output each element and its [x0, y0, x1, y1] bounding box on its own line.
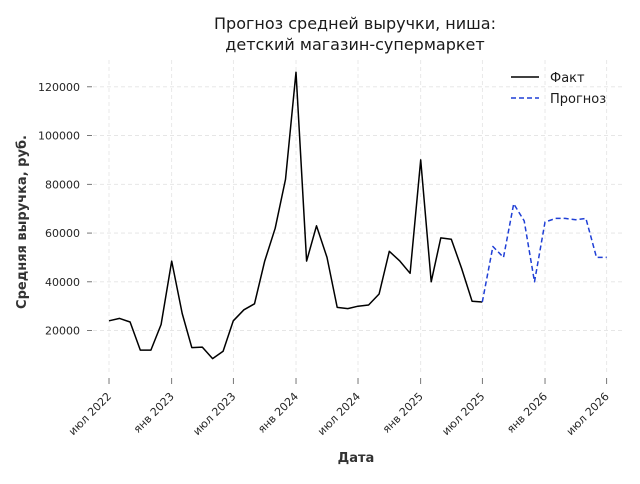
x-tick-label: июл 2024 [315, 390, 363, 438]
x-tick-label: июл 2025 [439, 390, 487, 438]
y-tick-label: 40000 [45, 276, 80, 289]
series-line-fact [108, 71, 483, 360]
x-tick-label: июл 2022 [66, 390, 114, 438]
x-tick-label: янв 2025 [380, 390, 426, 436]
chart-title-line-2: детский магазин-супермаркет [225, 35, 484, 54]
grid-lines [93, 60, 622, 372]
x-tick-label: июл 2026 [564, 390, 612, 438]
x-axis-ticks: июл 2022 янв 2023 июл 2023 янв 2024 июл 2024… [66, 378, 612, 438]
x-tick-label: янв 2023 [131, 390, 177, 436]
y-tick-label: 80000 [45, 178, 80, 191]
chart-title-line-1: Прогноз средней выручки, ниша: [214, 14, 496, 33]
legend-label-forecast: Прогноз [550, 92, 606, 107]
x-tick-label: янв 2026 [504, 390, 550, 436]
x-tick-label: июл 2023 [190, 390, 238, 438]
series-line-forecast [481, 203, 607, 303]
series-lines [108, 71, 607, 360]
legend: Факт Прогноз [511, 71, 606, 107]
x-tick-label: янв 2024 [255, 390, 301, 436]
x-axis-label: Дата [338, 451, 375, 466]
y-tick-label: 20000 [45, 325, 80, 338]
y-tick-label: 100000 [38, 130, 80, 143]
y-tick-label: 60000 [45, 227, 80, 240]
y-axis-label: Средняя выручка, руб. [15, 135, 30, 309]
y-axis-ticks: 20000 40000 60000 80000 100000 120000 [38, 81, 92, 338]
y-tick-label: 120000 [38, 81, 80, 94]
legend-label-fact: Факт [550, 71, 585, 86]
